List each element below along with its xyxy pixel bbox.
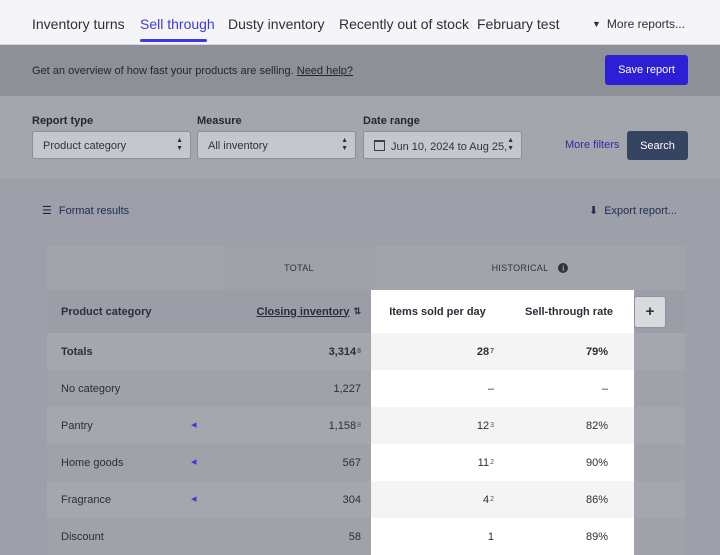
sort-icon: ⇅: [353, 306, 361, 316]
tab-sell-through[interactable]: Sell through: [140, 16, 215, 32]
row-name: Pantry: [61, 419, 93, 432]
caret-down-icon: ▼: [592, 19, 601, 29]
info-icon[interactable]: i: [558, 263, 569, 273]
updown-chevron-icon: ▲ ▼: [341, 137, 348, 152]
calendar-icon: [374, 140, 385, 151]
table-row[interactable]: Pantry ◂ 1,158 8 12 3 82%: [47, 407, 685, 444]
sliders-icon: ☰: [42, 205, 52, 217]
report-type-value: Product category: [43, 140, 127, 152]
col-header-closing-inventory[interactable]: Closing inventory ⇅: [223, 290, 375, 333]
more-reports-label: More reports...: [606, 17, 685, 31]
measure-select[interactable]: All inventory ▲ ▼: [197, 131, 356, 159]
download-icon: ⬇: [589, 205, 599, 217]
info-banner: Get an overview of how fast your product…: [0, 45, 720, 96]
report-tabs: Inventory turns Sell through Dusty inven…: [0, 0, 720, 45]
row-name: No category: [61, 382, 121, 395]
row-sold: –: [371, 370, 504, 407]
updown-chevron-icon: ▲ ▼: [507, 137, 514, 152]
historical-label: HISTORICAL: [491, 263, 549, 273]
report-type-label: Report type: [32, 115, 94, 127]
drilldown-icon[interactable]: ◂: [191, 456, 197, 468]
row-closing: 1,227: [333, 382, 361, 395]
drilldown-icon[interactable]: ◂: [191, 419, 197, 431]
row-name: Discount: [61, 530, 104, 543]
report-type-select[interactable]: Product category ▲ ▼: [32, 131, 191, 159]
row-rate: –: [504, 370, 634, 407]
row-rate: 79%: [504, 333, 634, 370]
table-row: Discount 58 1 89%: [47, 518, 685, 555]
drilldown-icon[interactable]: ◂: [191, 493, 197, 505]
row-sold: 1: [371, 518, 504, 555]
date-range-select[interactable]: Jun 10, 2024 to Aug 25, ▲ ▼: [363, 131, 522, 159]
row-closing: 3,314 8: [328, 345, 361, 358]
date-range-value: Jun 10, 2024 to Aug 25,: [391, 141, 508, 153]
table-row-totals: Totals 3,314 8 28 7 79%: [47, 333, 685, 370]
row-closing: 567: [342, 456, 361, 469]
save-report-button[interactable]: Save report: [605, 55, 688, 85]
more-reports-dropdown[interactable]: ▼ More reports...: [592, 17, 685, 31]
banner-message: Get an overview of how fast your product…: [32, 65, 353, 77]
row-rate: 90%: [504, 444, 634, 481]
table-row: No category 1,227 – –: [47, 370, 685, 407]
row-sold: 28 7: [371, 333, 504, 370]
row-sold: 11 2: [371, 444, 504, 481]
tab-inventory-turns[interactable]: Inventory turns: [32, 16, 125, 32]
search-button[interactable]: Search: [627, 131, 688, 160]
group-header-historical: HISTORICAL i: [375, 246, 685, 290]
measure-label: Measure: [197, 115, 242, 127]
row-sold: 12 3: [371, 407, 504, 444]
row-closing: 58: [348, 530, 361, 543]
export-report-label: Export report...: [604, 204, 677, 217]
col-header-product-category: Product category: [61, 305, 152, 318]
date-range-label: Date range: [363, 115, 420, 127]
active-tab-indicator: [140, 39, 207, 42]
row-rate: 86%: [504, 481, 634, 518]
group-header-total: TOTAL: [223, 246, 375, 290]
row-rate: 82%: [504, 407, 634, 444]
row-closing: 304: [342, 493, 361, 506]
row-name: Home goods: [61, 456, 124, 469]
row-closing: 1,158 8: [328, 419, 361, 432]
col-header-sell-through-rate: Sell-through rate: [504, 290, 634, 333]
measure-value: All inventory: [208, 140, 268, 152]
need-help-link[interactable]: Need help?: [296, 65, 354, 77]
tab-recently-out-of-stock[interactable]: Recently out of stock: [339, 16, 469, 32]
tab-dusty-inventory[interactable]: Dusty inventory: [228, 16, 325, 32]
row-name: Totals: [61, 345, 93, 358]
add-column-button[interactable]: +: [634, 295, 666, 328]
banner-text: Get an overview of how fast your product…: [32, 65, 294, 77]
add-column-cell: +: [634, 290, 685, 333]
format-results-label: Format results: [58, 204, 130, 217]
format-results-button[interactable]: ☰ Format results: [42, 204, 130, 218]
tab-february-test[interactable]: February test: [477, 16, 560, 32]
export-report-button[interactable]: ⬇ Export report...: [589, 204, 677, 218]
table-header-row: Product category Closing inventory ⇅ Ite…: [47, 290, 685, 333]
more-filters-link[interactable]: More filters: [565, 139, 620, 151]
col-header-items-sold: Items sold per day: [371, 290, 504, 333]
closing-inventory-label: Closing inventory: [256, 305, 350, 318]
row-name: Fragrance: [61, 493, 112, 506]
updown-chevron-icon: ▲ ▼: [176, 137, 183, 152]
row-rate: 89%: [504, 518, 634, 555]
table-row[interactable]: Home goods ◂ 567 11 2 90%: [47, 444, 685, 481]
